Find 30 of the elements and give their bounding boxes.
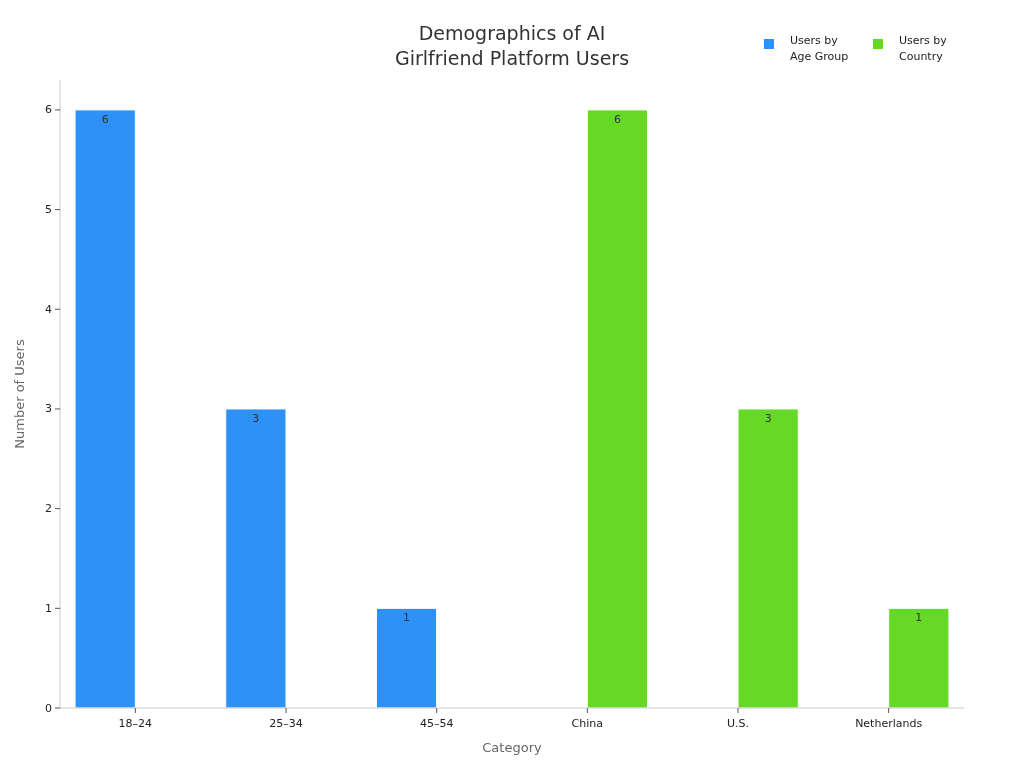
bar — [74, 109, 136, 709]
x-tick-label: 18–24 — [118, 717, 153, 730]
x-tick-label: U.S. — [726, 717, 750, 730]
x-tick-label: 45–54 — [419, 717, 454, 730]
bar — [586, 109, 649, 709]
bar — [888, 607, 950, 709]
y-tick-label: 3 — [45, 402, 52, 416]
legend-label: Users by Age Group — [790, 34, 849, 63]
bar — [737, 408, 799, 709]
data-label: 3 — [252, 411, 260, 425]
legend-label: Users by Country — [899, 34, 948, 63]
data-label: 6 — [613, 112, 621, 126]
data-label: 3 — [764, 411, 772, 425]
y-axis-title: Number of Users — [12, 339, 27, 449]
x-tick-label: Netherlands — [855, 717, 923, 730]
data-label: 1 — [915, 611, 923, 625]
x-tick-label: China — [571, 717, 604, 730]
y-tick-label: 1 — [45, 601, 52, 615]
bar — [225, 408, 287, 709]
chart-title: Demographics of AI Girlfriend Platform Users — [394, 22, 630, 69]
y-tick-label: 5 — [45, 203, 52, 217]
x-axis-title: Category — [482, 740, 542, 755]
bar — [375, 607, 438, 709]
y-tick-label: 4 — [45, 302, 52, 316]
data-label: 1 — [403, 611, 411, 625]
data-label: 6 — [101, 112, 109, 126]
y-tick-label: 6 — [45, 103, 52, 117]
x-tick-label: 25–34 — [269, 717, 303, 730]
y-tick-label: 0 — [45, 701, 52, 715]
y-tick-label: 2 — [45, 502, 52, 516]
